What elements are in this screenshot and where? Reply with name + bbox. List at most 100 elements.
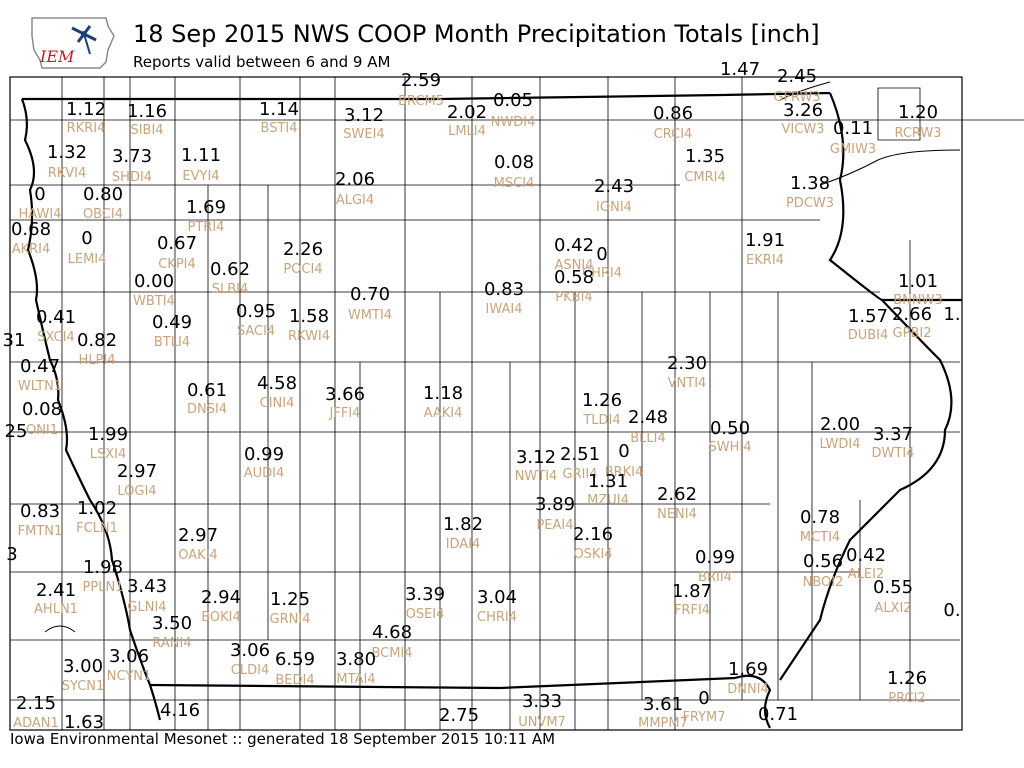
station-hawi4: 0 HAWI4 [19,184,62,222]
precip-value: 3.00 [63,656,103,677]
station-id: FRYM7 [682,710,725,725]
precip-value: 0.00 [134,271,174,292]
station-oski4: 2.16 OSKI4 [573,524,613,562]
station-id: GRII4 [562,467,597,482]
station-pkbi4: 0.58 PKBI4 [554,267,594,305]
precip-value: 1.14 [259,99,299,120]
station-partial-100: 2.75 [439,705,479,726]
station-id: GLNI4 [127,600,166,615]
precip-value: 0.49 [152,312,192,333]
station-id: PTRI4 [188,220,225,235]
station-partial-87: 0. [943,600,960,621]
station-labels: 1.12RKRI41.16SIBI41.14BSTI43.12SWEI42.59… [3,59,961,733]
station-id: NWDI4 [491,115,536,130]
station-id: AAKI4 [424,406,463,421]
map-footer: Iowa Environmental Mesonet :: generated … [10,730,556,748]
precip-value: 3.50 [152,613,192,634]
station-id: BNNW3 [893,293,943,308]
station-id: BSTI4 [261,121,298,136]
station-nboi2: 0.56 NBOI2 [803,551,844,590]
precip-value: 1.69 [186,197,226,218]
precip-value: 1.99 [88,424,128,445]
precip-value: 0.05 [493,90,533,111]
station-id: ALXI2 [874,601,911,616]
precip-value: 2.62 [657,484,697,505]
precip-value: 1. [943,304,960,325]
station-boki4: 2.94 BOKI4 [201,587,241,625]
station-partial-8: 1.47 [720,59,760,80]
precip-value: 1.16 [127,101,167,122]
station-lsxi4: 1.99 LSXI4 [88,424,128,462]
precip-value: 3.39 [405,584,445,605]
precip-value: 1.47 [720,59,760,80]
precip-value: 3.61 [643,694,683,715]
station-id: EVYI4 [182,169,219,184]
station-shdi4: 3.73 SHDI4 [112,146,152,185]
station-id: EKRI4 [746,253,784,268]
precip-value: 0.42 [846,545,886,566]
precip-value: 2.51 [560,444,600,465]
station-id: RKWI4 [288,329,330,344]
precip-value: 0 [81,228,92,249]
station-id: NWTI4 [515,469,558,484]
precip-value: 1.91 [745,230,785,251]
station-id: RCRW3 [894,126,941,141]
station-brcm5: 2.59 BRCM5 [398,70,444,109]
station-asni4: 0.42 ASNI4 [554,235,594,273]
precip-value: 0.80 [83,184,123,205]
station-id: BOKI4 [201,610,241,625]
station-id: GPBI2 [893,326,932,341]
station-partial-98: 1.63 [64,712,104,733]
station-id: HLPI4 [79,353,116,368]
precip-value: 0.82 [77,330,117,351]
precip-value: 1.58 [289,306,329,327]
station-id: UNVM7 [518,715,566,730]
station-id: TLDI4 [582,413,620,428]
station-obci4: 0.80 OBCI4 [83,184,123,222]
precip-value: 2.43 [594,176,634,197]
station-chri4: 3.04 CHRI4 [477,587,517,625]
precip-value: 0.08 [494,152,534,173]
precip-value: 0. [943,600,960,621]
station-poci4: 2.26 POCI4 [283,239,323,277]
precip-value: 0.55 [873,577,913,598]
precip-value: 4.68 [372,622,412,643]
precip-value: 0.95 [236,301,276,322]
station-id: WLTN1 [18,379,62,394]
station-cmri4: 1.35 CMRI4 [684,146,725,185]
station-ptri4: 1.69 PTRI4 [186,197,226,235]
station-ppln1: 1.98 PPLN1 [83,557,124,595]
station-id: DNSI4 [187,402,227,417]
precip-value: 3.06 [109,646,149,667]
precip-value: 0 [596,244,607,265]
station-id: FRFI4 [674,603,710,618]
station-ckpi4: 0.67 CKPI4 [157,233,197,272]
station-id: ASNI4 [555,258,594,273]
precip-value: 2.06 [335,169,375,190]
precip-value: 2.15 [16,693,56,714]
precip-value: 2.45 [777,66,817,87]
station-id: GFRW3 [773,90,820,105]
station-iwai4: 0.83 IWAI4 [484,279,524,317]
station-id: WBTI4 [133,294,175,309]
station-id: MZUI4 [587,493,629,508]
precip-value: 0.56 [803,551,843,572]
precip-value: 2.48 [628,407,668,428]
station-id: NBOI2 [803,575,844,590]
precip-value: 31 [3,330,26,351]
station-bedi4: 6.59 BEDI4 [275,649,315,688]
station-id: BLLI4 [630,431,666,446]
precip-value: 2.94 [201,587,241,608]
station-id: MSCI4 [494,176,535,191]
precip-value: 1.69 [728,659,768,680]
precip-value: 2.00 [820,414,860,435]
station-id: PDCW3 [786,196,834,211]
